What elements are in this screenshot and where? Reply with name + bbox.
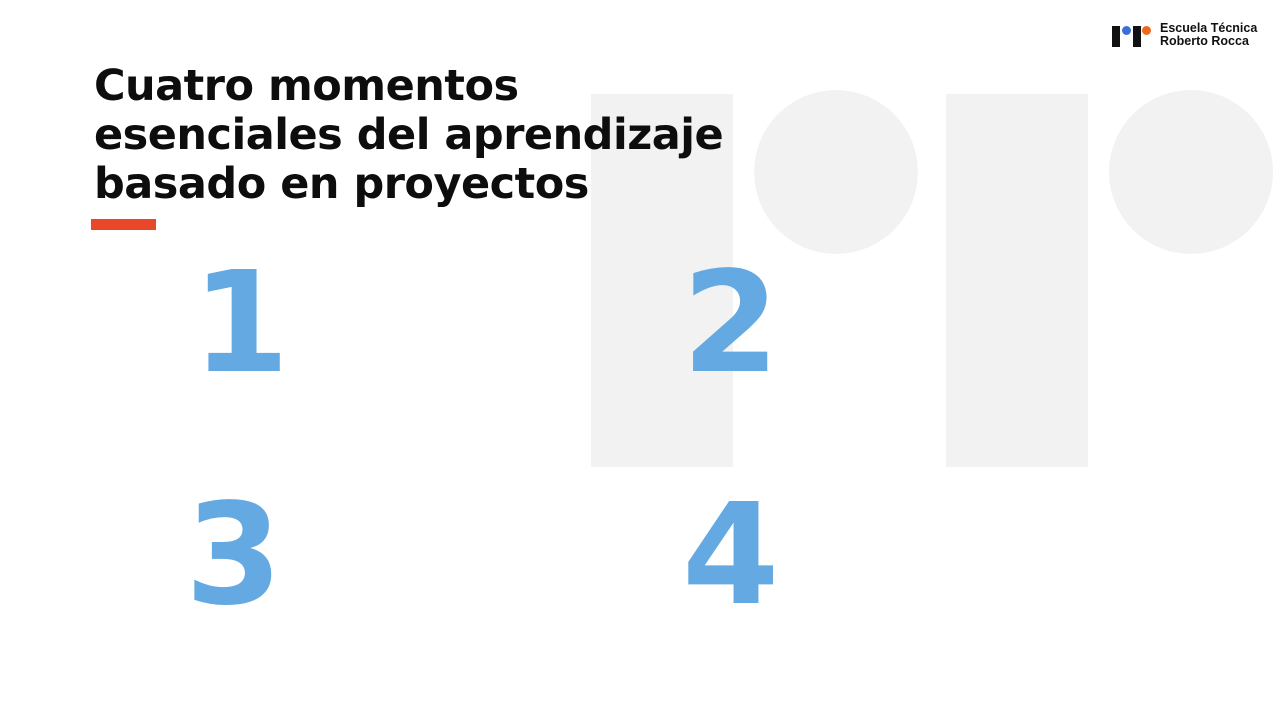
logo-text-line2: Roberto Rocca: [1160, 34, 1249, 48]
logo-dot-blue: [1122, 26, 1131, 35]
slide-title: Cuatro momentos esenciales del aprendiza…: [94, 61, 724, 209]
logo-mark-icon: [1112, 23, 1152, 47]
logo-dot-orange: [1142, 26, 1151, 35]
moment-number-2: 2: [682, 242, 780, 405]
logo-text: Escuela Técnica Roberto Rocca: [1160, 22, 1257, 48]
title-line-1: Cuatro momentos: [94, 61, 519, 111]
title-accent-bar: [91, 219, 156, 230]
logo-bar: [1133, 26, 1141, 47]
background-rectangle: [591, 94, 733, 467]
background-circle: [754, 90, 918, 254]
title-line-2: esenciales del aprendizaje: [94, 110, 724, 160]
logo-text-line1: Escuela Técnica: [1160, 21, 1258, 35]
moment-number-3: 3: [185, 474, 283, 637]
title-line-3: basado en proyectos: [94, 159, 589, 209]
school-logo: Escuela Técnica Roberto Rocca: [1112, 22, 1257, 48]
background-circle: [1109, 90, 1273, 254]
logo-bar: [1112, 26, 1120, 47]
moment-number-1: 1: [192, 242, 290, 405]
background-rectangle: [946, 94, 1088, 467]
moment-number-4: 4: [682, 474, 780, 637]
